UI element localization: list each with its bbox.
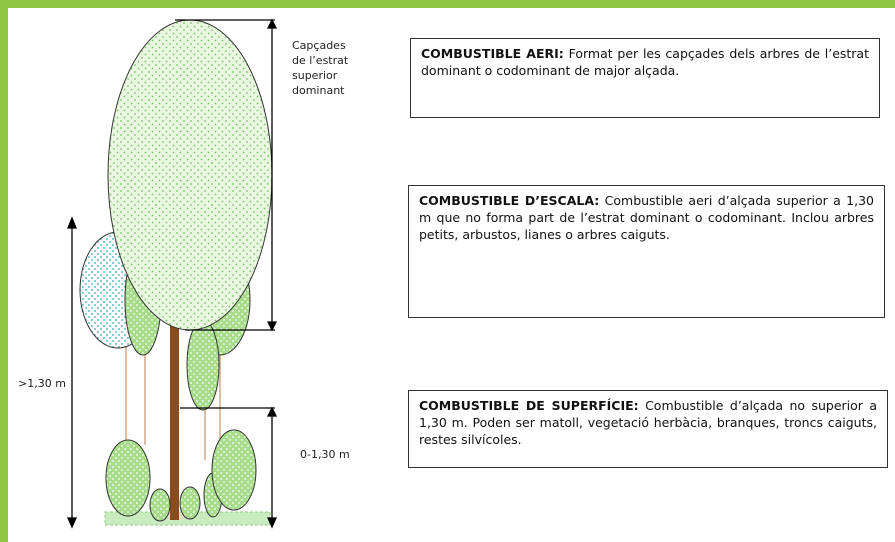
box-title: COMBUSTIBLE AERI: xyxy=(421,46,564,61)
fuel-box: COMBUSTIBLE DE SUPERFÍCIE: Combustible d… xyxy=(408,390,888,468)
page: Capçades de l’estrat superior dominant >… xyxy=(0,0,895,542)
box-title: COMBUSTIBLE D’ESCALA: xyxy=(419,193,599,208)
fuel-box: COMBUSTIBLE AERI: Format per les capçade… xyxy=(410,38,880,118)
fuel-box: COMBUSTIBLE D’ESCALA: Combustible aeri d… xyxy=(408,185,885,318)
crown-label-line: superior xyxy=(292,68,348,83)
crown-label-line: dominant xyxy=(292,83,348,98)
crown-label-line: Capçades xyxy=(292,38,348,53)
crown-label-line: de l’estrat xyxy=(292,53,348,68)
box-title: COMBUSTIBLE DE SUPERFÍCIE: xyxy=(419,398,639,413)
crown-label: Capçades de l’estrat superior dominant xyxy=(292,38,348,98)
height-above: >1,30 m xyxy=(18,376,66,391)
height-below: 0-1,30 m xyxy=(300,447,350,462)
